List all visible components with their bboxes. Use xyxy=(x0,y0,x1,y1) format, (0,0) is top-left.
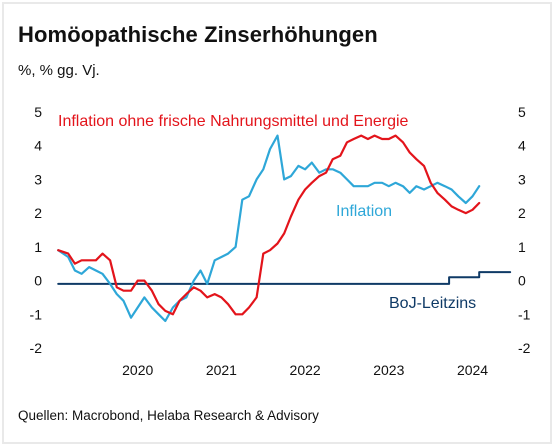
y-tick-label-left: 2 xyxy=(34,205,42,221)
y-tick-label-right: 0 xyxy=(518,273,526,289)
y-tick-label-left: 1 xyxy=(34,239,42,255)
series-line-headline xyxy=(57,134,481,323)
y-tick-label-left: 3 xyxy=(34,171,42,187)
y-tick-label-left: 0 xyxy=(34,273,42,289)
y-tick-label-right: -2 xyxy=(518,340,531,356)
chart-subtitle: %, % gg. Vj. xyxy=(18,62,100,79)
series-labels: Inflation ohne frische Nahrungsmittel un… xyxy=(58,113,476,312)
y-axis-left: 5 4 3 2 1 0 -1 -2 xyxy=(30,104,43,356)
chart-title: Homöopathische Zinserhöhungen xyxy=(18,22,378,47)
x-tick-label: 2024 xyxy=(457,362,488,378)
y-axis-right: 5 4 3 2 1 0 -1 -2 xyxy=(518,104,531,356)
series-line-core xyxy=(57,134,481,316)
series-lines xyxy=(57,134,512,323)
y-tick-label-left: 4 xyxy=(34,138,42,154)
y-tick-label-right: 1 xyxy=(518,239,526,255)
series-label-headline: Inflation xyxy=(336,203,392,220)
y-tick-label-right: 2 xyxy=(518,205,526,221)
y-tick-label-right: 5 xyxy=(518,104,526,120)
source-note: Quellen: Macrobond, Helaba Research & Ad… xyxy=(18,408,319,423)
x-tick-label: 2022 xyxy=(290,362,321,378)
y-tick-label-right: 4 xyxy=(518,138,526,154)
x-tick-label: 2021 xyxy=(206,362,237,378)
y-tick-label-left: -1 xyxy=(30,306,43,322)
chart-card: Homöopathische Zinserhöhungen %, % gg. V… xyxy=(2,2,552,444)
x-tick-label: 2023 xyxy=(373,362,404,378)
y-tick-label-left: -2 xyxy=(30,340,43,356)
series-label-core: Inflation ohne frische Nahrungsmittel un… xyxy=(58,113,409,130)
series-label-boj: BoJ-Leitzins xyxy=(389,295,476,312)
series-line-boj xyxy=(57,271,512,285)
y-tick-label-right: -1 xyxy=(518,306,531,322)
y-tick-label-left: 5 xyxy=(34,104,42,120)
x-tick-label: 2020 xyxy=(122,362,153,378)
y-tick-label-right: 3 xyxy=(518,171,526,187)
x-axis: 2020 2021 2022 2023 2024 xyxy=(122,362,488,378)
